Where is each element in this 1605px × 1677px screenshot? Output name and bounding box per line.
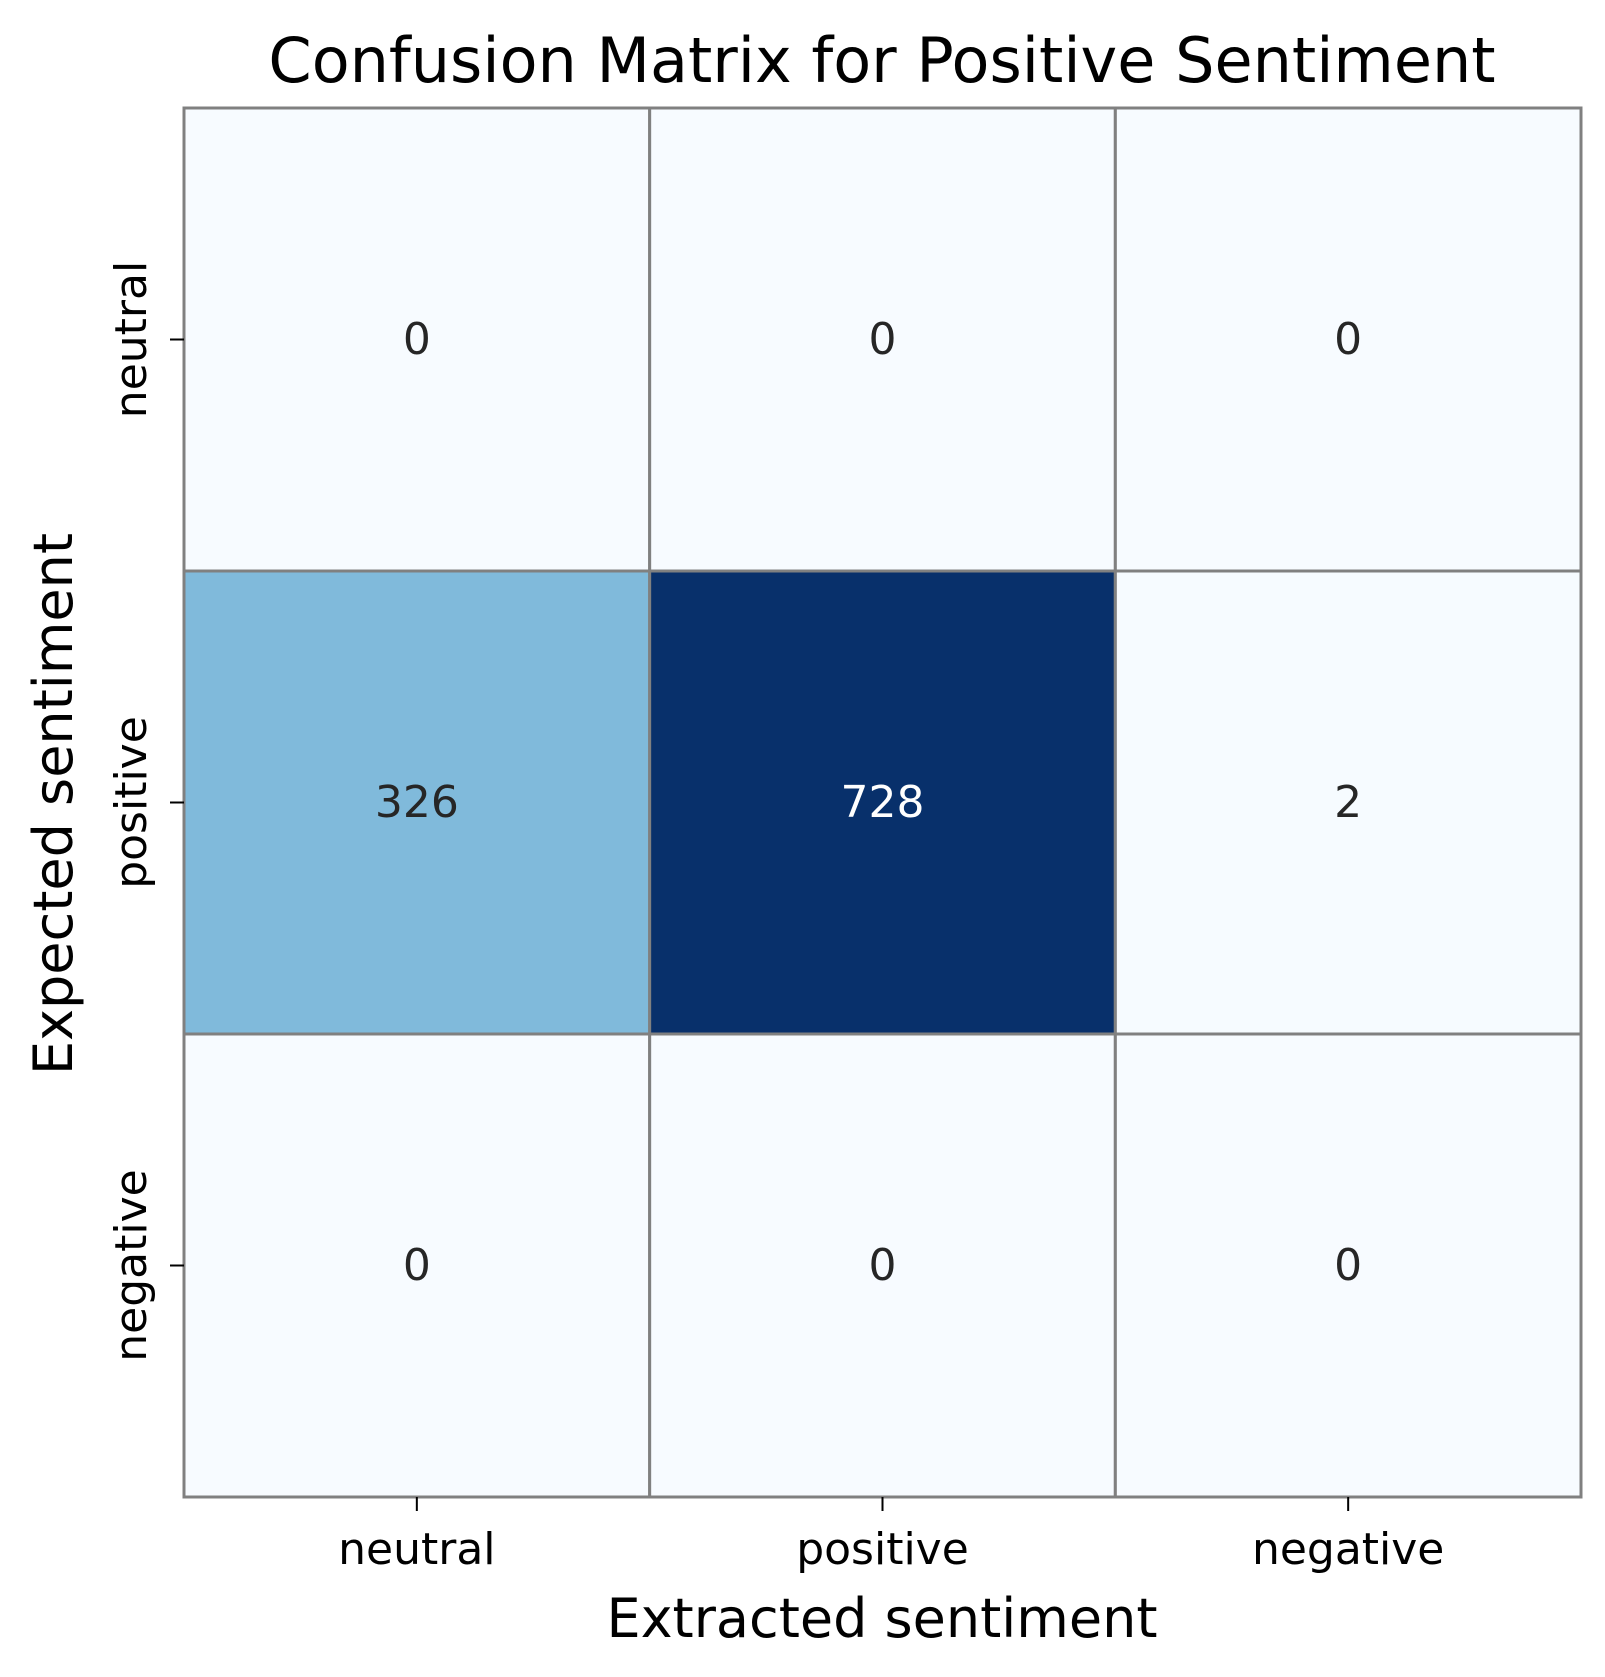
y-tick-label-positive: positive (106, 716, 157, 889)
axis-tick-labels: neutral positive negative neutral positive ne… (106, 261, 1444, 1575)
y-tick-label-neutral: neutral (106, 261, 157, 418)
x-tick-label-neutral: neutral (338, 1524, 495, 1575)
heatmap-cell-labels: 0 0 0 326 728 2 0 0 0 (375, 314, 1362, 1291)
heatmap-cell-negative-positive (648, 1032, 1117, 1499)
cell-value-positive-neutral: 326 (375, 777, 459, 828)
cell-value-neutral-neutral: 0 (403, 314, 431, 365)
axis-ticks (170, 338, 1350, 1511)
chart-title: Confusion Matrix for Positive Sentiment (268, 24, 1495, 97)
heatmap-cell-negative-neutral (182, 1032, 652, 1499)
cell-value-negative-negative: 0 (1334, 1240, 1362, 1291)
heatmap-cell-neutral-neutral (182, 106, 652, 573)
cell-value-negative-neutral: 0 (403, 1240, 431, 1291)
cell-value-neutral-negative: 0 (1334, 314, 1362, 365)
cell-value-positive-negative: 2 (1334, 777, 1362, 828)
heatmap-cell-positive-positive (648, 569, 1117, 1036)
x-tick-label-negative: negative (1252, 1524, 1444, 1575)
x-tick-label-positive: positive (796, 1524, 969, 1575)
heatmap-cell-positive-negative (1113, 569, 1583, 1036)
cell-value-positive-positive: 728 (841, 777, 925, 828)
cell-value-neutral-positive: 0 (869, 314, 897, 365)
y-axis-label: Expected sentiment (22, 533, 85, 1075)
heatmap-cell-neutral-positive (648, 106, 1117, 573)
y-tick-label-negative: negative (106, 1169, 157, 1361)
x-axis-label: Extracted sentiment (606, 1587, 1157, 1650)
heatmap-cells (182, 106, 1583, 1499)
cell-value-negative-positive: 0 (869, 1240, 897, 1291)
heatmap-cell-positive-neutral (182, 569, 652, 1036)
